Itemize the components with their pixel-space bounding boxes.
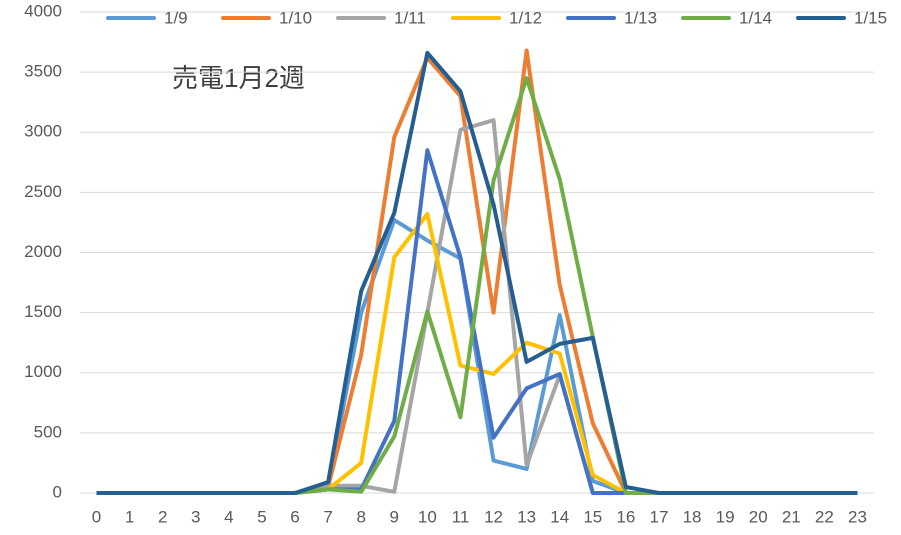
legend-label: 1/14 [739, 8, 772, 27]
x-tick-label: 14 [550, 507, 569, 526]
x-tick-label: 22 [815, 507, 834, 526]
x-tick-label: 23 [848, 507, 867, 526]
x-tick-label: 7 [323, 507, 332, 526]
legend-label: 1/10 [279, 8, 312, 27]
x-tick-label: 15 [583, 507, 602, 526]
series-line [96, 76, 858, 495]
y-tick-label: 1000 [24, 362, 62, 381]
x-tick-label: 16 [616, 507, 635, 526]
legend-label: 1/9 [164, 8, 188, 27]
x-tick-label: 9 [390, 507, 399, 526]
x-tick-label: 2 [158, 507, 167, 526]
y-tick-label: 2000 [24, 242, 62, 261]
x-tick-label: 4 [224, 507, 233, 526]
y-tick-label: 3000 [24, 122, 62, 141]
x-tick-label: 8 [356, 507, 365, 526]
y-tick-label: 4000 [24, 1, 62, 20]
y-tick-label: 1500 [24, 302, 62, 321]
chart-annotation: 売電1月2週 [172, 63, 305, 93]
x-tick-label: 19 [716, 507, 735, 526]
legend-label: 1/11 [394, 8, 426, 27]
y-tick-label: 3500 [24, 62, 62, 81]
legend-label: 1/15 [854, 8, 887, 27]
y-tick-label: 0 [53, 482, 62, 501]
x-tick-label: 1 [125, 507, 134, 526]
x-tick-label: 13 [517, 507, 536, 526]
series-line [96, 50, 858, 495]
x-tick-label: 20 [749, 507, 768, 526]
legend-label: 1/12 [509, 8, 542, 27]
legend-label: 1/13 [624, 8, 657, 27]
x-tick-label: 11 [452, 507, 470, 526]
x-tick-label: 10 [418, 507, 437, 526]
x-tick-label: 6 [290, 507, 299, 526]
y-tick-label: 2500 [24, 182, 62, 201]
x-tick-label: 3 [191, 507, 200, 526]
x-tick-label: 0 [92, 507, 101, 526]
x-tick-label: 17 [649, 507, 668, 526]
x-tick-label: 18 [683, 507, 702, 526]
y-tick-label: 500 [34, 422, 62, 441]
series-line [96, 48, 858, 495]
x-tick-label: 12 [484, 507, 503, 526]
x-tick-label: 21 [782, 507, 801, 526]
x-tick-label: 5 [257, 507, 266, 526]
